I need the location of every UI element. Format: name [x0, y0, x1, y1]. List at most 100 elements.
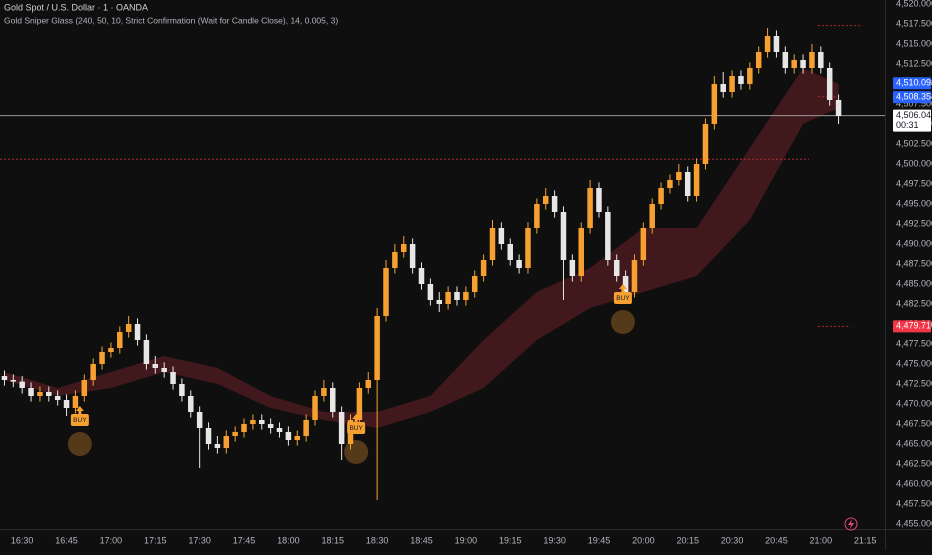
y-tick-label: 4,477.500 [896, 338, 932, 348]
candle-body [303, 420, 309, 436]
candle-body [152, 364, 159, 368]
signal-label: BUY [616, 295, 630, 302]
candle-body [276, 428, 283, 432]
candle-body [365, 380, 372, 388]
candle-body [445, 292, 451, 304]
candle-body [19, 381, 25, 388]
signal-arrow [75, 406, 84, 414]
y-tick-label: 4,502.500 [896, 138, 932, 148]
indicator-name: Gold Sniper Glass (240, 50, 10, Strict C… [4, 15, 338, 25]
x-tick-label: 20:45 [765, 535, 788, 545]
candle-body [223, 436, 230, 448]
price-label: 4,510.093 [896, 78, 932, 88]
x-tick-label: 17:30 [188, 535, 211, 545]
candle-body [605, 212, 611, 260]
candle-body [232, 432, 238, 436]
candle-body [613, 260, 620, 276]
candle-body [117, 332, 123, 348]
candle-body [684, 172, 691, 196]
price-label: 4,506.040 [896, 110, 932, 120]
candle-body [551, 196, 558, 212]
candle-body [188, 396, 194, 412]
candle-body [702, 124, 709, 164]
candle-body [454, 292, 460, 300]
candle-body [534, 204, 540, 228]
x-tick-label: 16:30 [11, 535, 34, 545]
candle-body [631, 260, 638, 292]
y-tick-label: 4,490.000 [896, 238, 932, 248]
candle-body [259, 420, 265, 424]
candle-body [818, 52, 824, 68]
candle-body [587, 188, 593, 228]
candle-body [560, 212, 567, 260]
price-label: 4,479.710 [896, 321, 932, 331]
candle-body [108, 348, 114, 352]
candle-body [542, 196, 549, 204]
band-area [4, 68, 839, 428]
candle-body [28, 388, 34, 396]
candle-body [676, 172, 682, 180]
y-tick-label: 4,465.000 [896, 438, 932, 448]
candle-body [205, 428, 212, 444]
y-tick-label: 4,487.500 [896, 258, 932, 268]
candle-body [720, 84, 726, 92]
candle-body [764, 36, 771, 52]
candle-body [63, 400, 70, 408]
x-tick-label: 20:00 [632, 535, 655, 545]
candle-body [179, 384, 185, 396]
candle-body [285, 432, 292, 440]
candle-body [711, 84, 718, 124]
signal-glow [67, 432, 92, 456]
candle-body [800, 60, 806, 68]
candle-body [436, 300, 442, 304]
candle-body [1, 376, 8, 380]
candle-body [569, 260, 576, 276]
candle-body [471, 276, 478, 292]
candle-body [37, 392, 43, 396]
candle-body [516, 260, 522, 268]
candle-body [401, 244, 407, 252]
x-tick-label: 18:00 [277, 535, 300, 545]
candle-body [312, 396, 318, 420]
signal-arrow [618, 284, 627, 292]
signal-glow [344, 440, 369, 464]
candle-body [330, 388, 336, 412]
candle-body [356, 388, 363, 420]
y-tick-label: 4,507.500 [896, 98, 932, 108]
y-tick-label: 4,520.000 [896, 0, 932, 8]
y-tick-label: 4,462.500 [896, 458, 932, 468]
candle-body [489, 228, 496, 260]
y-tick-label: 4,495.000 [896, 198, 932, 208]
candle-body [134, 324, 141, 340]
x-tick-label: 18:15 [321, 535, 344, 545]
chart-title: Gold Spot / U.S. Dollar · 1 · OANDA [4, 2, 148, 12]
candle-body [418, 268, 425, 284]
candle-body [409, 244, 416, 268]
candle-body [196, 412, 203, 428]
candle-body [392, 252, 398, 268]
signal-glow [610, 310, 635, 334]
candle-body [738, 76, 744, 84]
signal-label: BUY [73, 417, 87, 424]
signals: BUY BUY BUY [67, 284, 635, 464]
y-tick-label: 4,512.500 [896, 58, 932, 68]
candle-body [809, 52, 815, 68]
icon [844, 517, 858, 531]
x-tick-label: 20:15 [676, 535, 699, 545]
candle-body [729, 76, 735, 92]
candle-body [294, 436, 301, 440]
candle-body [667, 180, 673, 188]
price-label-box [893, 109, 931, 132]
candle-body [755, 52, 762, 68]
candle-body [773, 36, 780, 52]
candle-body [99, 352, 105, 364]
y-tick-label: 4,460.000 [896, 478, 932, 488]
candle-body [596, 188, 602, 212]
x-tick-label: 21:15 [854, 535, 877, 545]
candle-body [46, 392, 52, 396]
y-tick-label: 4,455.000 [896, 518, 932, 528]
price-label-box [893, 91, 931, 104]
candle-body [782, 52, 789, 68]
y-tick-label: 4,457.500 [896, 498, 932, 508]
